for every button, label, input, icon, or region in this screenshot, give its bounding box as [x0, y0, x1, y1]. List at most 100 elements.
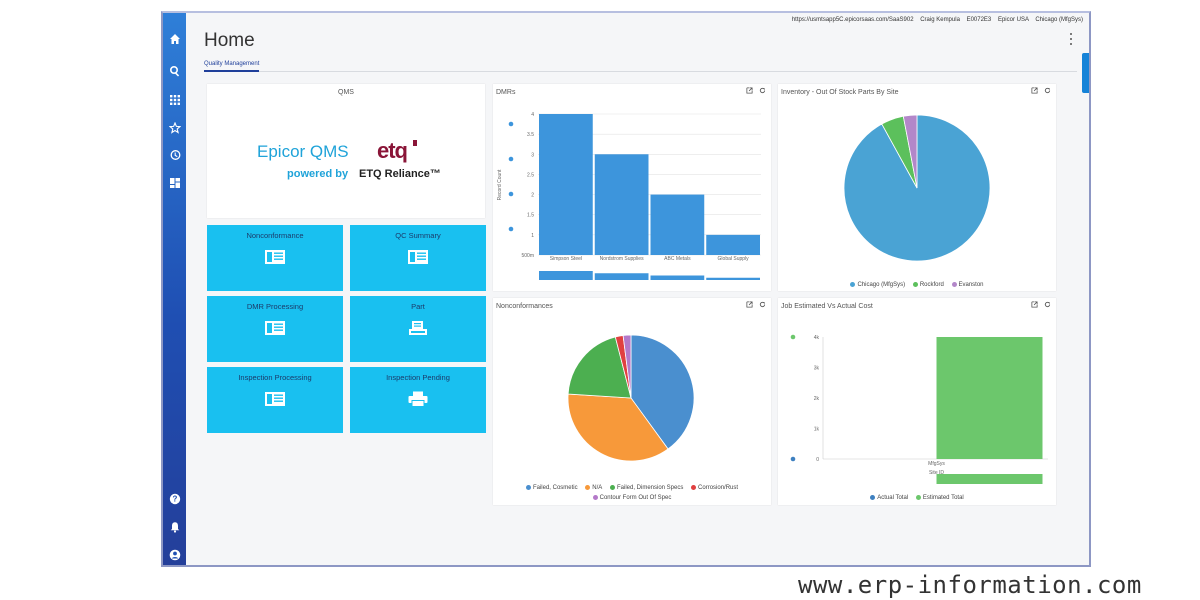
- list-icon: [407, 249, 429, 265]
- navigator-bar: [594, 273, 649, 280]
- legend-dot: [691, 484, 697, 490]
- legend-label: Failed, Dimension Specs: [616, 485, 684, 491]
- y-tick-label: 3: [531, 152, 534, 158]
- user-icon[interactable]: [168, 548, 181, 561]
- printer-icon: [407, 391, 429, 407]
- site-name[interactable]: Chicago (MfgSys): [1035, 17, 1083, 23]
- legend-item[interactable]: N/A: [585, 484, 603, 491]
- pie-slice: [902, 114, 918, 189]
- legend-label: Corrosion/Rust: [698, 485, 739, 491]
- legend-item[interactable]: Contour Form Out Of Spec: [592, 494, 672, 501]
- list-icon: [264, 391, 286, 407]
- legend-item[interactable]: Estimated Total: [915, 495, 964, 502]
- search-icon[interactable]: [168, 64, 181, 77]
- more-menu-icon[interactable]: [1069, 33, 1073, 45]
- help-icon[interactable]: ?: [168, 492, 181, 505]
- dashboard-icon[interactable]: [168, 176, 181, 189]
- x-tick-label: ABC Metals: [664, 256, 691, 262]
- powered-by-text: powered by: [287, 168, 349, 180]
- x-tick-label: MfgSys: [928, 461, 945, 467]
- apps-grid-icon[interactable]: [168, 93, 181, 106]
- y-tick-label: 4: [531, 112, 534, 118]
- etq-logo-text: etq: [377, 138, 408, 163]
- open-external-icon[interactable]: [1031, 301, 1038, 308]
- scroll-dot: [508, 226, 514, 232]
- list-icon: [264, 249, 286, 265]
- nonconformances-pie-chart: [567, 334, 695, 462]
- svg-text:?: ?: [172, 494, 177, 503]
- legend-label: Estimated Total: [922, 495, 964, 502]
- bar: [539, 114, 593, 255]
- legend-label: Contour Form Out Of Spec: [599, 495, 672, 501]
- legend-item[interactable]: Chicago (MfgSys): [850, 282, 905, 288]
- top-info-bar: https://usmtsapp5C.epicorsaas.com/SaaS90…: [787, 17, 1083, 23]
- refresh-icon[interactable]: [1044, 301, 1051, 308]
- dmrs-chart: 4 3.5 3 2.5 2 1.5 1 500m Record Count Simpson Ste…: [497, 112, 761, 280]
- list-icon: [264, 320, 286, 336]
- y-tick-label: 4k: [814, 335, 820, 341]
- nav-rail: ?: [163, 13, 186, 565]
- feedback-tab[interactable]: [1082, 53, 1089, 93]
- tile-nonconformance[interactable]: Nonconformance: [207, 225, 343, 291]
- epicor-qms-logo-text: Epicor QMS: [257, 142, 349, 161]
- scroll-dot: [790, 456, 796, 462]
- open-external-icon[interactable]: [1031, 87, 1038, 94]
- watermark-text: www.erp-information.com: [798, 571, 1142, 599]
- dmrs-card: DMRs 4 3.5 3 2.5 2 1.5 1 500m Record Count Simpso…: [493, 84, 771, 291]
- pie-slice: [622, 334, 632, 399]
- legend-label: Failed, Cosmetic: [532, 485, 578, 491]
- company-name[interactable]: Epicor USA: [997, 17, 1029, 23]
- job-cost-card: Job Estimated Vs Actual Cost 4k 3k 2k 1k 0 Mf…: [778, 298, 1056, 505]
- tile-label: Nonconformance: [246, 231, 304, 240]
- home-icon[interactable]: [168, 32, 181, 45]
- legend-dot: [915, 495, 921, 500]
- tile-inspection-processing[interactable]: Inspection Processing: [207, 367, 343, 433]
- tile-dmr-processing[interactable]: DMR Processing: [207, 296, 343, 362]
- bell-icon[interactable]: [168, 520, 181, 533]
- legend-dot: [609, 484, 615, 490]
- tile-label: DMR Processing: [246, 302, 304, 311]
- history-icon[interactable]: [168, 148, 181, 161]
- user-code: E0072E3: [966, 17, 992, 23]
- user-name[interactable]: Craig Kempula: [920, 17, 960, 23]
- legend-item[interactable]: Corrosion/Rust: [691, 484, 739, 491]
- legend-item[interactable]: Evanston: [951, 282, 984, 288]
- tile-qc-summary[interactable]: QC Summary: [350, 225, 486, 291]
- legend-label: Actual Total: [877, 495, 909, 502]
- scroll-dot: [790, 334, 796, 340]
- page-title: Home: [204, 30, 255, 51]
- legend-item[interactable]: Failed, Cosmetic: [525, 484, 578, 491]
- y-tick-label: 2k: [814, 396, 820, 402]
- tile-inspection-pending[interactable]: Inspection Pending: [350, 367, 486, 433]
- navigator-bar: [706, 277, 760, 280]
- y-tick-label: 2: [531, 193, 534, 199]
- x-axis-label: Site ID: [929, 470, 944, 476]
- tile-part[interactable]: Part: [350, 296, 486, 362]
- y-tick-label: 1: [531, 233, 534, 239]
- y-tick-label: 1k: [814, 427, 820, 433]
- open-external-icon[interactable]: [746, 87, 753, 94]
- open-external-icon[interactable]: [746, 301, 753, 308]
- legend-item[interactable]: Failed, Dimension Specs: [609, 484, 684, 491]
- tab-quality-management[interactable]: Quality Management: [204, 61, 260, 72]
- star-icon[interactable]: [168, 121, 181, 134]
- inventory-card: Inventory - Out Of Stock Parts By Site C…: [778, 84, 1056, 291]
- refresh-icon[interactable]: [1044, 87, 1051, 94]
- x-tick-label: Global Supply: [718, 256, 750, 262]
- legend-label: N/A: [592, 485, 603, 491]
- y-axis-label: Record Count: [497, 169, 503, 200]
- legend-dot: [592, 494, 598, 500]
- nonconformances-card-title: Nonconformances: [496, 303, 553, 310]
- navigator-bar: [650, 275, 705, 280]
- legend-item[interactable]: Actual Total: [870, 495, 908, 501]
- y-tick-label: 500m: [521, 253, 534, 259]
- y-tick-label: 3.5: [527, 132, 534, 138]
- legend-label: Rockford: [919, 282, 944, 289]
- legend-item[interactable]: Rockford: [912, 282, 944, 289]
- pie-slice: [630, 334, 695, 450]
- y-tick-label: 1.5: [527, 213, 534, 219]
- refresh-icon[interactable]: [759, 87, 766, 94]
- inventory-pie-chart: [843, 114, 991, 262]
- tile-label: Inspection Pending: [386, 373, 450, 382]
- refresh-icon[interactable]: [759, 301, 766, 308]
